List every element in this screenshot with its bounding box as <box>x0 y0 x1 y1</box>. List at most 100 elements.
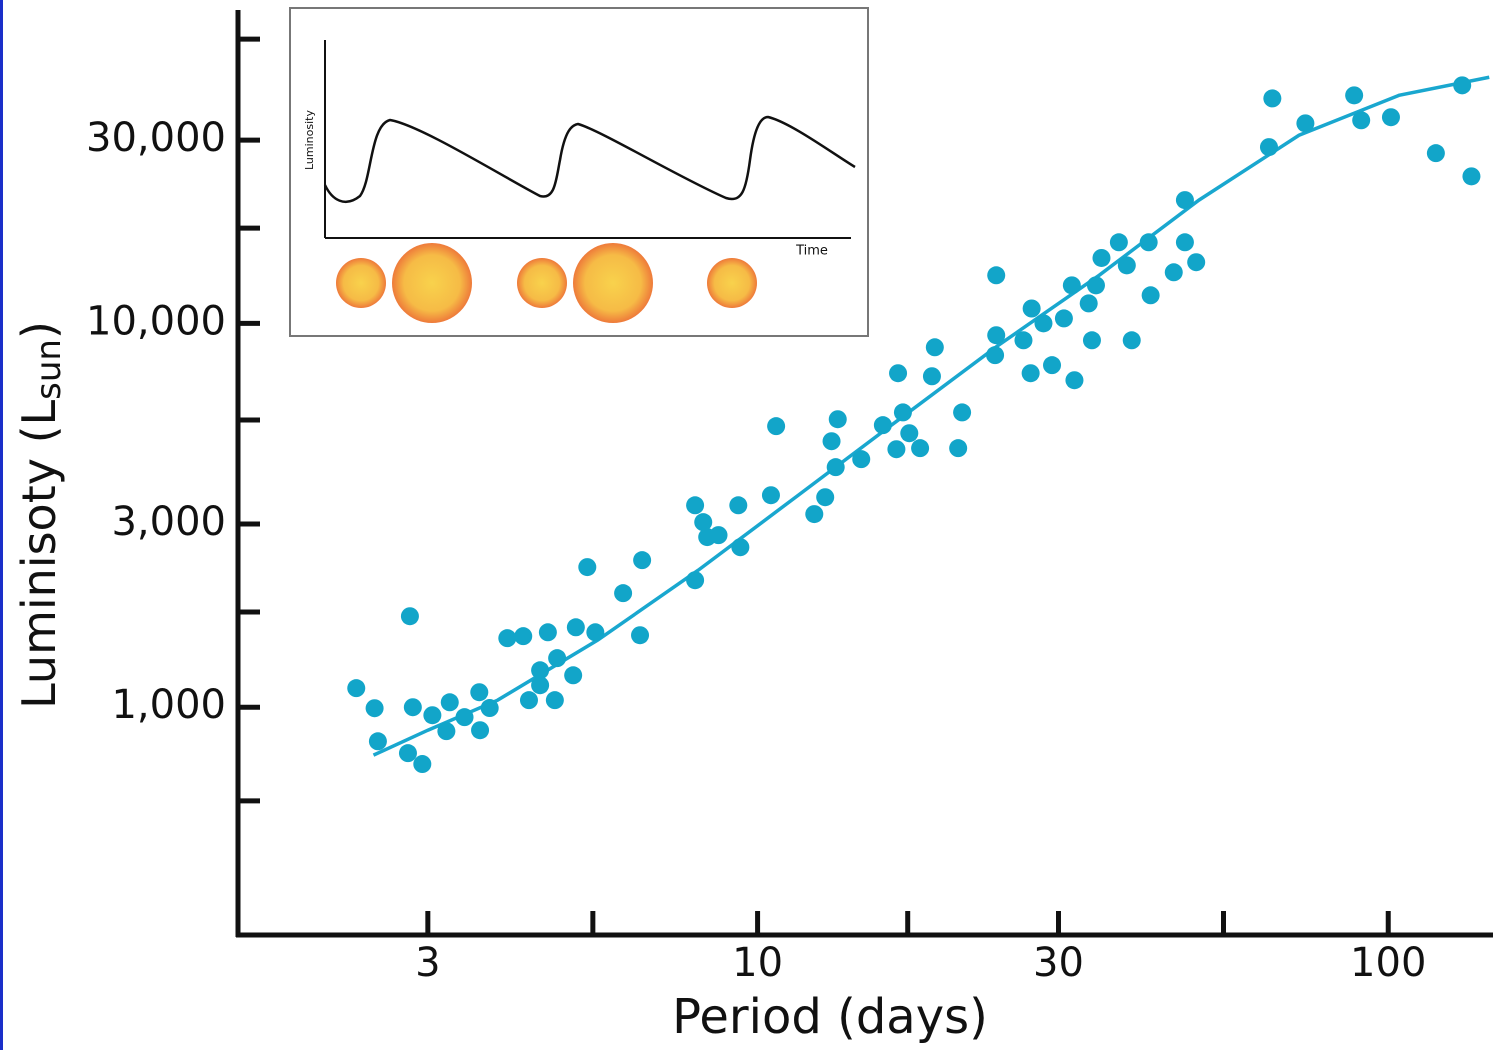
y-axis-label: Luminisoty (Lsun) <box>12 321 69 709</box>
data-point <box>729 496 748 515</box>
data-point <box>900 424 919 443</box>
data-point <box>531 676 550 695</box>
data-point <box>686 571 705 590</box>
y-tick-label: 1,000 <box>111 682 226 728</box>
data-point <box>631 626 650 645</box>
data-point <box>1092 248 1111 267</box>
fit-line <box>372 75 1490 757</box>
data-point <box>987 326 1006 345</box>
y-label-sub: sun <box>29 339 69 400</box>
x-tick-label: 10 <box>732 940 783 986</box>
data-point <box>1065 371 1084 390</box>
data-point <box>1462 167 1481 186</box>
star-large <box>573 243 653 323</box>
data-point <box>887 440 906 459</box>
data-point <box>514 627 533 646</box>
data-point <box>633 551 652 570</box>
data-point <box>398 744 417 763</box>
star-small <box>336 258 386 308</box>
data-point <box>761 486 780 505</box>
data-point <box>873 416 892 435</box>
data-point <box>1296 114 1315 133</box>
data-point <box>1079 294 1098 313</box>
data-point <box>911 439 930 458</box>
y-label-main: Luminisoty (L <box>12 399 66 708</box>
data-point <box>578 558 597 577</box>
data-point <box>1352 111 1371 130</box>
data-point <box>1082 331 1101 350</box>
star-large <box>392 243 472 323</box>
y-tick-label: 3,000 <box>111 499 226 545</box>
data-point <box>347 679 366 698</box>
data-point <box>953 403 972 422</box>
data-point <box>1021 364 1040 383</box>
data-point <box>586 623 605 642</box>
data-point <box>1086 276 1105 295</box>
y-label-close: ) <box>12 321 66 339</box>
x-tick-label: 100 <box>1350 940 1426 986</box>
left-border <box>0 0 3 1050</box>
data-point <box>1034 314 1053 333</box>
data-point <box>1062 276 1081 295</box>
data-point <box>826 458 845 477</box>
data-point <box>1175 191 1194 210</box>
data-point <box>1117 256 1136 275</box>
data-point <box>1139 233 1158 252</box>
data-point <box>1054 309 1073 328</box>
data-point <box>519 691 538 710</box>
data-point <box>403 698 422 717</box>
data-point <box>400 607 419 626</box>
data-point <box>365 699 384 718</box>
data-point <box>1122 331 1141 350</box>
y-tick-label: 30,000 <box>86 115 226 161</box>
data-point <box>949 439 968 458</box>
inset-x-label: Time <box>795 244 828 259</box>
data-point <box>925 338 944 357</box>
data-point <box>480 699 499 718</box>
data-point <box>423 706 442 725</box>
data-point <box>566 618 585 637</box>
data-point <box>440 693 459 712</box>
data-point <box>686 496 705 515</box>
data-point <box>1259 138 1278 157</box>
data-point <box>498 629 517 648</box>
data-point <box>545 691 564 710</box>
data-point <box>1109 233 1128 252</box>
data-point <box>1345 86 1364 105</box>
data-point <box>1453 76 1472 95</box>
data-point <box>1175 233 1194 252</box>
data-point <box>922 367 941 386</box>
data-point <box>368 732 387 751</box>
data-point <box>531 661 550 680</box>
x-tick-label: 3 <box>415 940 440 986</box>
data-point <box>471 721 490 740</box>
data-point <box>731 538 750 557</box>
data-point <box>986 346 1005 365</box>
data-point <box>987 266 1006 285</box>
data-point <box>889 364 908 383</box>
star-small <box>707 258 757 308</box>
x-axis-label: Period (days) <box>672 989 988 1045</box>
data-point <box>614 584 633 603</box>
data-point <box>767 417 786 436</box>
star-small <box>517 258 567 308</box>
data-point <box>694 513 713 532</box>
data-point <box>1187 253 1206 272</box>
data-point <box>1141 286 1160 305</box>
y-tick-label: 10,000 <box>86 298 226 344</box>
data-point <box>1426 144 1445 163</box>
data-point <box>1043 356 1062 375</box>
data-point <box>852 450 871 469</box>
data-point <box>1022 299 1041 318</box>
data-point <box>548 649 567 668</box>
data-point <box>564 666 583 685</box>
data-point <box>822 432 841 451</box>
inset: Luminosity Time <box>289 7 869 337</box>
data-point <box>893 403 912 422</box>
data-point <box>828 410 847 429</box>
data-point <box>709 526 728 545</box>
data-point <box>1014 331 1033 350</box>
data-point <box>805 505 824 524</box>
